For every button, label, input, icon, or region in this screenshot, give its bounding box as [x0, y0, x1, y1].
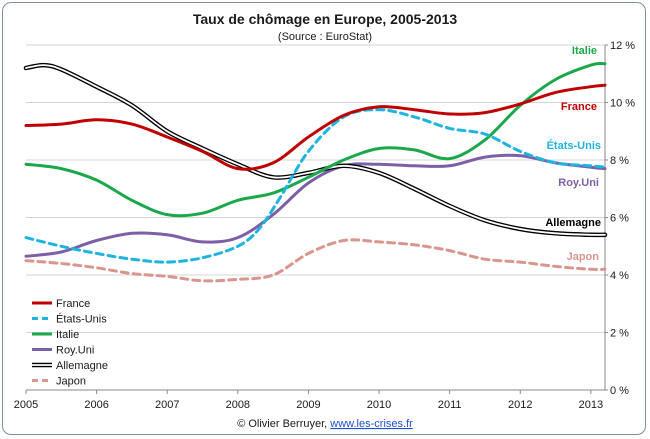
end-label: Allemagne [545, 217, 601, 229]
end-label: Japon [567, 251, 600, 263]
axes: 0 % 2 % 4 % 6 % 8 % 10 % 12 % 2005 2006 2007 2008 2… [14, 40, 636, 411]
series-line-italie [24, 62, 607, 218]
x-tick-label: 2010 [367, 399, 391, 411]
x-tick-label: 2008 [226, 399, 250, 411]
y-tick-label: 10 % [610, 98, 635, 110]
series-line-japon [24, 238, 607, 283]
chart-frame [2, 2, 646, 435]
series-line-france [24, 83, 607, 171]
x-tick-label: 2005 [14, 399, 38, 411]
x-tick-label: 2013 [579, 399, 603, 411]
y-tick-label: 4 % [610, 270, 629, 282]
legend-label: États-Unis [56, 313, 107, 326]
x-tick-label: 2009 [296, 399, 320, 411]
end-label: Roy.Uni [558, 177, 599, 189]
end-label: États-Unis [547, 139, 601, 152]
y-tick-label: 2 % [610, 328, 629, 340]
y-tick-label: 8 % [610, 155, 629, 167]
x-tick-label: 2007 [155, 399, 179, 411]
series-line-roy-uni [24, 153, 607, 258]
y-tick-label: 0 % [610, 385, 629, 397]
x-tick-label: 2006 [84, 399, 108, 411]
series-lines [23, 62, 608, 283]
legend-label: Roy.Uni [56, 345, 94, 357]
series-line--tats-unis [24, 108, 607, 264]
chart-subtitle: (Source : EuroStat) [278, 31, 372, 43]
x-tick-label: 2012 [508, 399, 532, 411]
chart-title: Taux de chômage en Europe, 2005-2013 [193, 11, 458, 27]
y-tick-label: 12 % [610, 40, 635, 52]
footer-credit: © Olivier Berruyer, www.les-crises.fr [237, 418, 413, 430]
legend-label: Allemagne [56, 360, 108, 372]
legend-label: Italie [56, 329, 79, 341]
series-line-allemagne-inner [25, 64, 606, 236]
footer-credit-text: © Olivier Berruyer, [237, 418, 330, 430]
legend-label: Japon [56, 376, 86, 388]
footer-link[interactable]: www.les-crises.fr [329, 418, 413, 430]
y-tick-label: 6 % [610, 213, 629, 225]
end-label: France [561, 101, 597, 113]
x-tick-label: 2011 [438, 399, 462, 411]
series-end-labels: France États-Unis Italie Roy.Uni Allemagne Ja… [545, 45, 601, 263]
legend-label: France [56, 298, 90, 310]
legend: France États-Unis Italie Roy.Uni Allemagne Ja… [32, 298, 108, 388]
end-label: Italie [572, 45, 597, 57]
